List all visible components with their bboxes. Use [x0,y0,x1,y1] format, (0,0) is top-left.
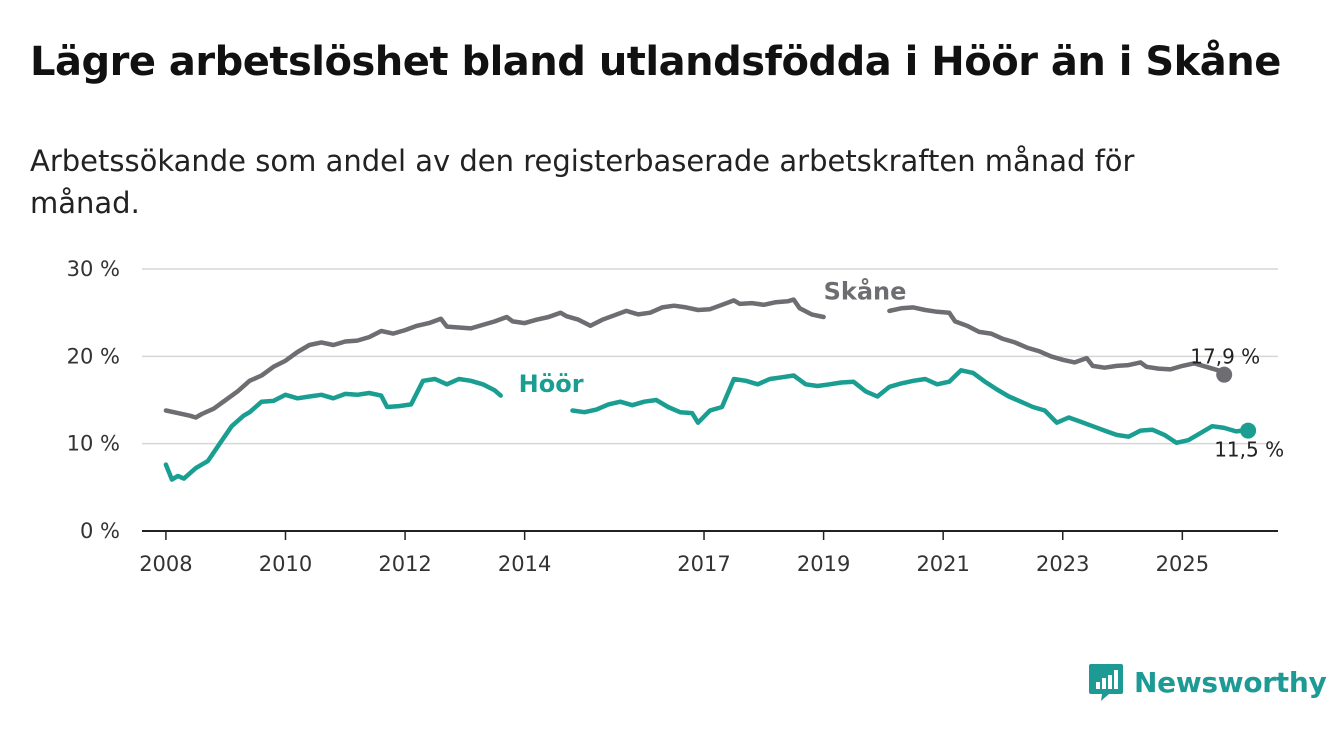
series-label: Höör [519,370,584,398]
series-line-hoor [570,368,1251,446]
x-tick-label: 2025 [1156,552,1209,576]
series [163,297,1257,482]
gridlines [142,268,1278,445]
newsworthy-logo-icon [1089,664,1123,701]
y-tick-label: 10 % [67,432,120,456]
end-value-label: 11,5 % [1214,438,1284,462]
brand: Newsworthy [1088,660,1327,704]
series-line-hoor [163,376,503,482]
end-marker-skane [1216,366,1233,383]
end-marker-hoor [1240,422,1257,439]
brand-name: Newsworthy [1134,665,1327,699]
x-tick-label: 2008 [139,552,192,576]
series-line-skane [163,297,826,420]
chart-subtitle: Arbetssökande som andel av den registerb… [30,144,1135,220]
chart-title: Lägre arbetslöshet bland utlandsfödda i … [30,39,1281,85]
x-tick-label: 2017 [677,552,730,576]
series-label: Skåne [824,277,907,306]
y-tick-label: 20 % [67,344,120,368]
y-tick-label: 30 % [67,257,120,281]
x-tick-label: 2012 [378,552,431,576]
series-line-skane [887,305,1227,377]
x-tick-label: 2021 [916,552,969,576]
x-tick-label: 2014 [498,552,551,576]
axes [142,530,1278,540]
y-tick-label: 0 % [80,519,120,543]
x-tick-label: 2010 [259,552,312,576]
labels: 0 % 10 % 20 % 30 % 2008 2010 2012 2014 2017 2019 2… [67,257,1284,576]
x-tick-label: 2023 [1036,552,1089,576]
x-tick-label: 2019 [797,552,850,576]
end-value-label: 17,9 % [1190,345,1260,369]
